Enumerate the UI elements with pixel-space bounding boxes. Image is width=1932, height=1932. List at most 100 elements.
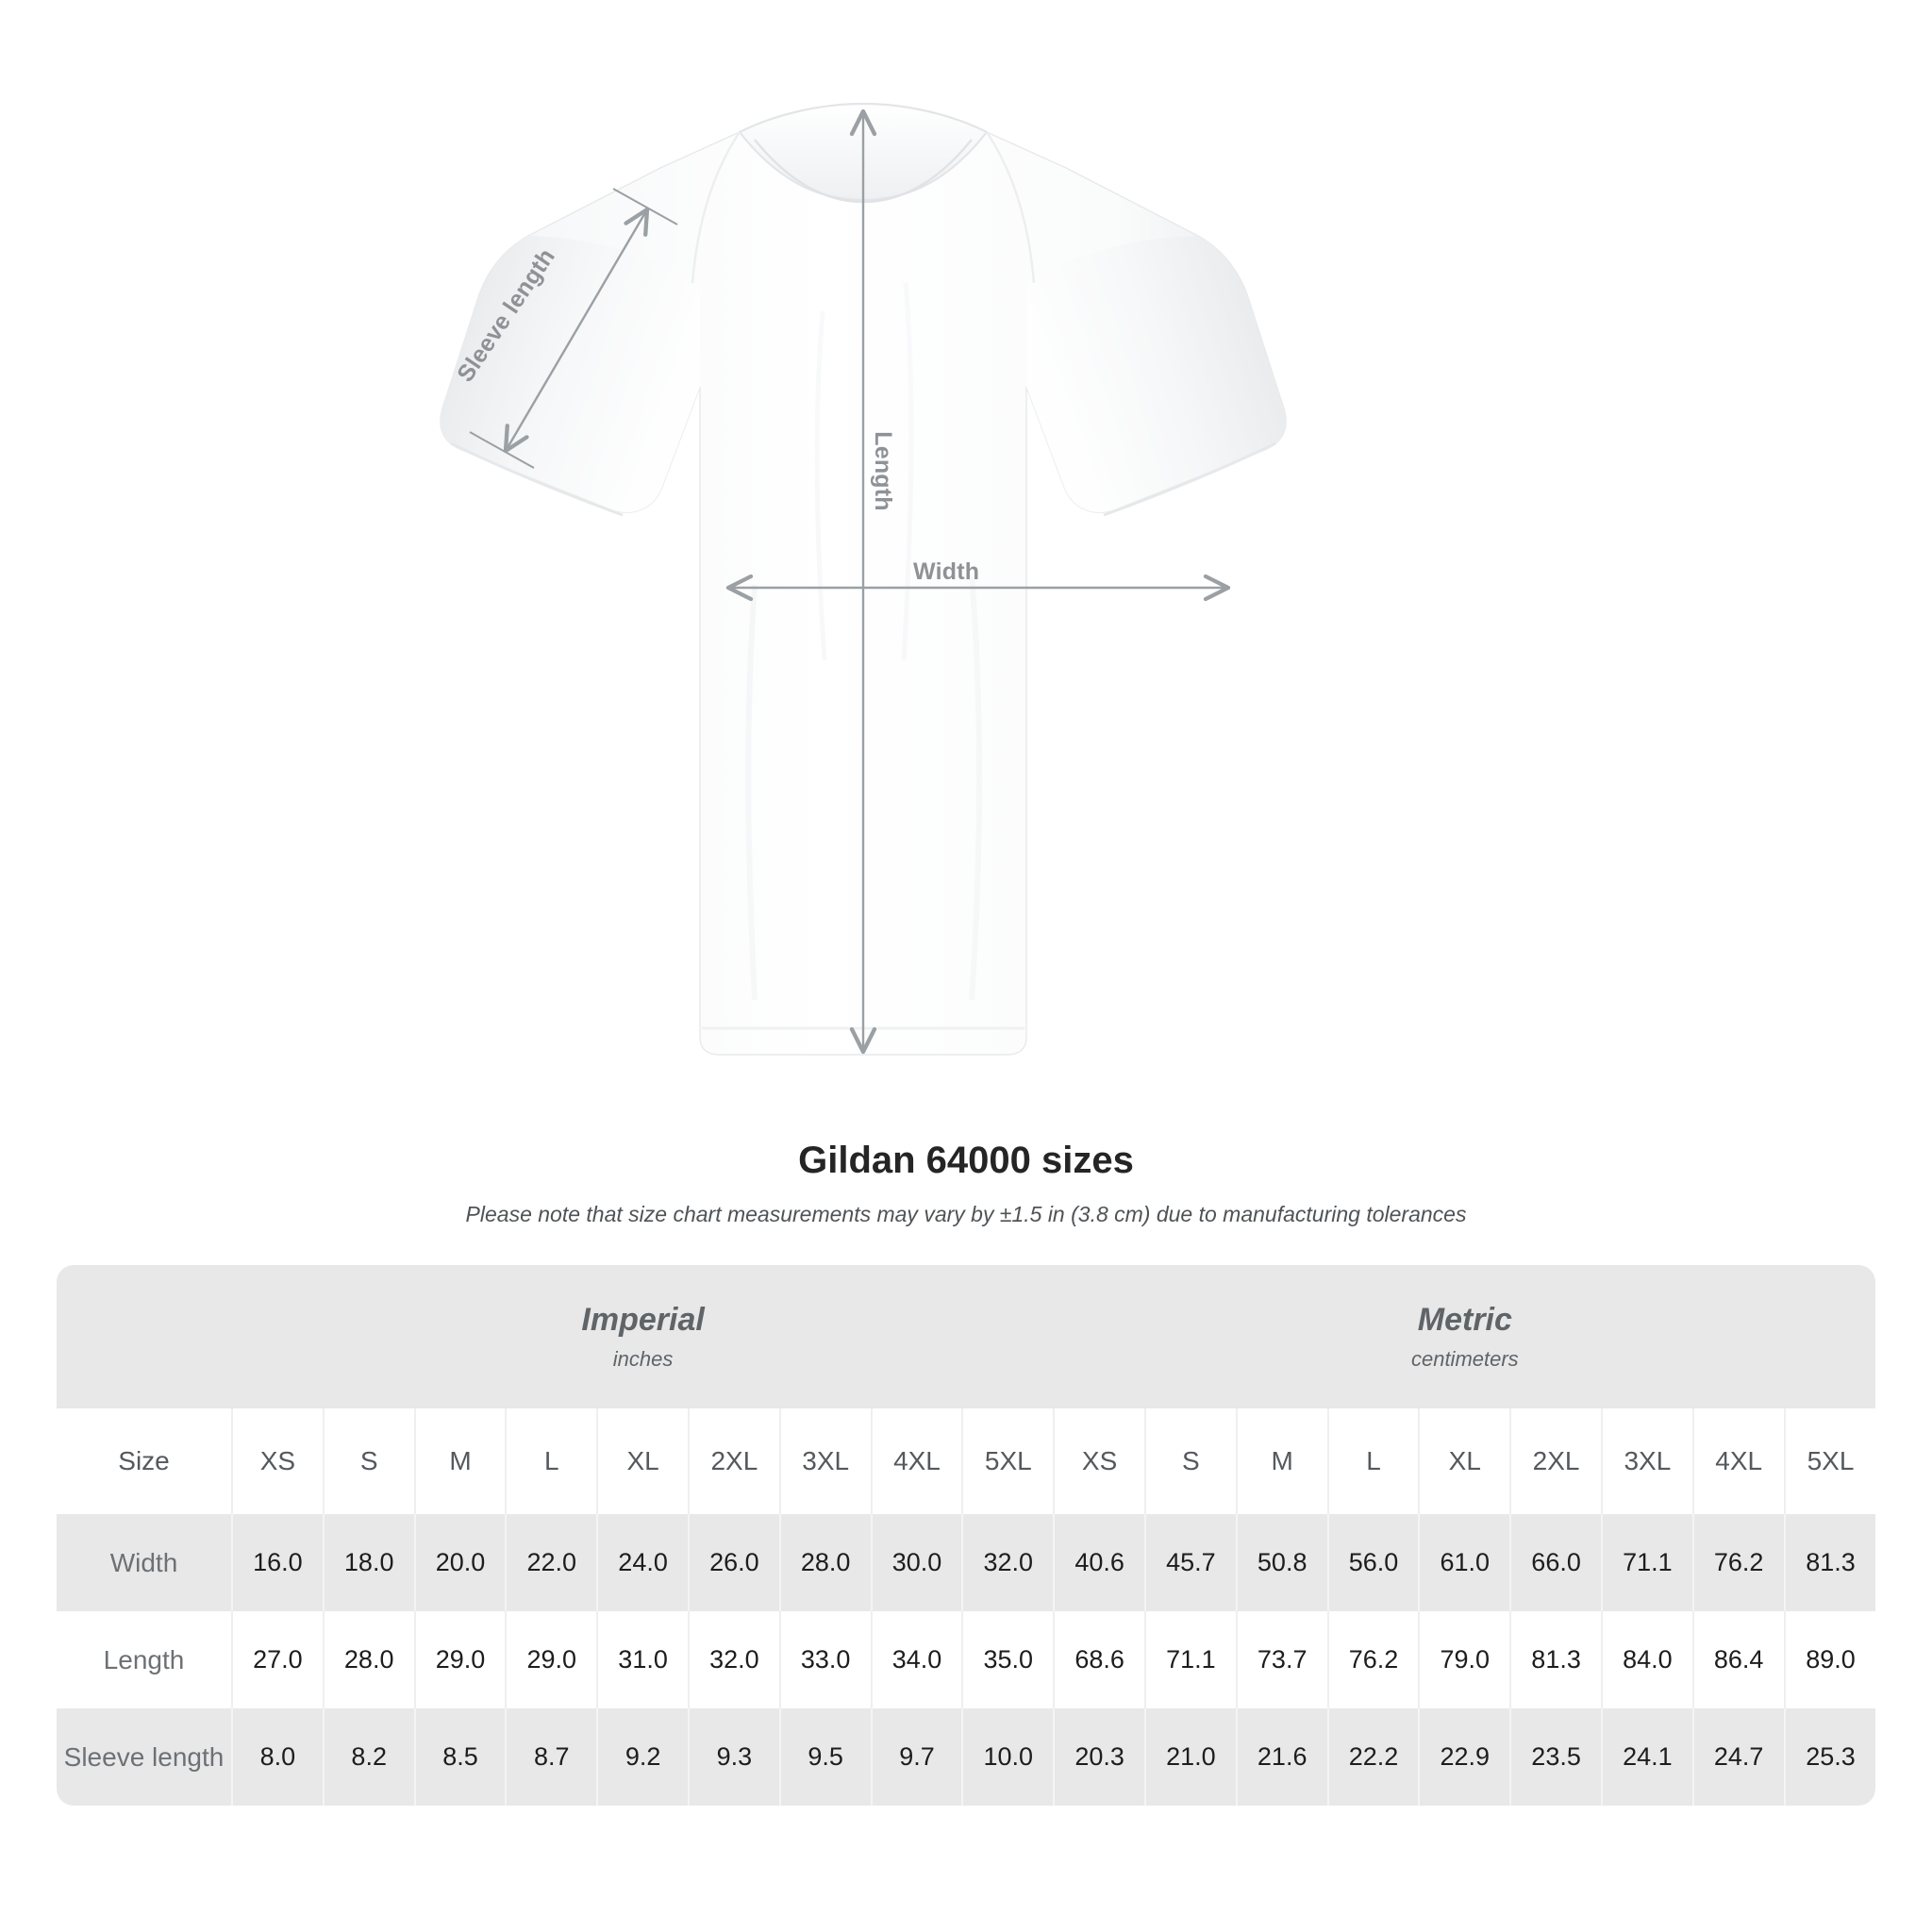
- cell-metric: 21.6: [1235, 1708, 1328, 1806]
- size-header-imperial-xs: XS: [231, 1408, 324, 1514]
- cell-metric: 50.8: [1235, 1514, 1328, 1611]
- cell-metric: 20.3: [1053, 1708, 1145, 1806]
- size-header-imperial-xl: XL: [596, 1408, 689, 1514]
- cell-metric: 68.6: [1053, 1611, 1145, 1708]
- cell-imperial: 9.7: [870, 1708, 963, 1806]
- table-row: Length 27.0 28.0 29.0 29.0 31.0 32.0 33.0 34.0 35…: [57, 1611, 1876, 1708]
- cell-metric: 21.0: [1144, 1708, 1237, 1806]
- fabric-folds: [745, 282, 983, 1001]
- cell-metric: 81.3: [1509, 1611, 1602, 1708]
- cell-metric: 23.5: [1509, 1708, 1602, 1806]
- cell-metric: 25.3: [1783, 1708, 1876, 1806]
- cell-imperial: 28.0: [778, 1514, 872, 1611]
- tolerance-note: Please note that size chart measurements…: [465, 1202, 1467, 1226]
- tshirt-illustration: [440, 102, 1287, 1056]
- size-header-imperial-3xl: 3XL: [778, 1408, 872, 1514]
- cell-metric: 79.0: [1418, 1611, 1511, 1708]
- cell-metric: 61.0: [1418, 1514, 1511, 1611]
- cell-imperial: 31.0: [596, 1611, 689, 1708]
- cell-metric: 76.2: [1326, 1611, 1420, 1708]
- size-header-imperial-5xl: 5XL: [961, 1408, 1055, 1514]
- size-header-metric-5xl: 5XL: [1783, 1408, 1876, 1514]
- right-shoulder-seam: [986, 131, 1036, 284]
- table-row: Sleeve length 8.0 8.2 8.5 8.7 9.2 9.3 9.5 9.7 10.…: [57, 1708, 1876, 1806]
- measurement-guides: [469, 108, 1231, 1055]
- size-header-metric-3xl: 3XL: [1600, 1408, 1693, 1514]
- cell-metric: 22.2: [1326, 1708, 1420, 1806]
- size-header-metric-xs: XS: [1053, 1408, 1145, 1514]
- left-sleeve-hem: [450, 441, 624, 517]
- cell-metric: 56.0: [1326, 1514, 1420, 1611]
- cell-imperial: 32.0: [961, 1514, 1055, 1611]
- cell-imperial: 34.0: [870, 1611, 963, 1708]
- cell-metric: 24.7: [1691, 1708, 1785, 1806]
- size-header-metric-s: S: [1144, 1408, 1237, 1514]
- cell-imperial: 10.0: [961, 1708, 1055, 1806]
- cell-imperial: 28.0: [322, 1611, 415, 1708]
- cell-imperial: 35.0: [961, 1611, 1055, 1708]
- cell-imperial: 9.5: [778, 1708, 872, 1806]
- size-header-imperial-4xl: 4XL: [870, 1408, 963, 1514]
- cell-imperial: 33.0: [778, 1611, 872, 1708]
- cell-imperial: 26.0: [687, 1514, 780, 1611]
- cell-metric: 76.2: [1691, 1514, 1785, 1611]
- cell-metric: 71.1: [1600, 1514, 1693, 1611]
- size-header-imperial-2xl: 2XL: [687, 1408, 780, 1514]
- cell-imperial: 8.7: [505, 1708, 598, 1806]
- size-header-metric-4xl: 4XL: [1691, 1408, 1785, 1514]
- cell-imperial: 16.0: [231, 1514, 324, 1611]
- cell-imperial: 20.0: [413, 1514, 507, 1611]
- cell-imperial: 18.0: [322, 1514, 415, 1611]
- table-corner-blank: [57, 1265, 232, 1408]
- size-header-metric-2xl: 2XL: [1509, 1408, 1602, 1514]
- sleeve-measure-line: [503, 207, 650, 454]
- cell-metric: 40.6: [1053, 1514, 1145, 1611]
- cell-imperial: 9.2: [596, 1708, 689, 1806]
- size-chart-heading: Gildan 64000 sizes Please note that size…: [0, 1137, 1932, 1229]
- cell-imperial: 9.3: [687, 1708, 780, 1806]
- size-header-row: Size XS S M L XL 2XL 3XL 4XL 5XL XS S M L XL 2XL 3XL 4XL 5…: [57, 1408, 1876, 1514]
- cell-metric: 24.1: [1600, 1708, 1693, 1806]
- unit-group-subtitle: centimeters: [1410, 1346, 1519, 1371]
- cell-imperial: 27.0: [231, 1611, 324, 1708]
- cell-metric: 86.4: [1691, 1611, 1785, 1708]
- cell-metric: 84.0: [1600, 1611, 1693, 1708]
- size-table-container: Imperial inches Metric centimeters Size XS S M L…: [57, 1265, 1876, 1806]
- cell-imperial: 24.0: [596, 1514, 689, 1611]
- unit-group-header-imperial: Imperial inches: [232, 1265, 1055, 1408]
- cell-imperial: 22.0: [505, 1514, 598, 1611]
- cell-metric: 22.9: [1418, 1708, 1511, 1806]
- cell-imperial: 32.0: [687, 1611, 780, 1708]
- cell-imperial: 29.0: [505, 1611, 598, 1708]
- cell-metric: 81.3: [1783, 1514, 1876, 1611]
- size-header-metric-xl: XL: [1418, 1408, 1511, 1514]
- cell-imperial: 30.0: [870, 1514, 963, 1611]
- size-column-header: Size: [57, 1408, 232, 1514]
- size-header-imperial-l: L: [505, 1408, 598, 1514]
- unit-group-name: Imperial: [581, 1302, 705, 1339]
- cell-metric: 66.0: [1509, 1514, 1602, 1611]
- cell-metric: 89.0: [1783, 1611, 1876, 1708]
- length-measure-label: Length: [869, 431, 896, 511]
- cell-imperial: 8.2: [322, 1708, 415, 1806]
- product-figure: Sleeve length Length Width: [440, 102, 1287, 1056]
- table-row: Width 16.0 18.0 20.0 22.0 24.0 26.0 28.0 30.0 32.…: [57, 1514, 1876, 1611]
- cell-metric: 73.7: [1235, 1611, 1328, 1708]
- left-shoulder-seam: [691, 131, 741, 284]
- size-header-metric-m: M: [1235, 1408, 1328, 1514]
- page-title: Gildan 64000 sizes: [798, 1140, 1134, 1181]
- size-chart-table: Imperial inches Metric centimeters Size XS S M L…: [57, 1265, 1876, 1806]
- sleeve-tick-bottom: [469, 431, 535, 469]
- right-sleeve-hem: [1103, 441, 1276, 517]
- unit-group-header-metric: Metric centimeters: [1054, 1265, 1876, 1408]
- size-header-imperial-s: S: [322, 1408, 415, 1514]
- cell-imperial: 8.5: [413, 1708, 507, 1806]
- row-label-width: Width: [57, 1514, 232, 1611]
- size-header-imperial-m: M: [413, 1408, 507, 1514]
- row-label-sleeve-length: Sleeve length: [57, 1708, 232, 1806]
- tshirt-right-sleeve-shade: [1026, 236, 1287, 513]
- sleeve-tick-top: [612, 188, 678, 225]
- cell-imperial: 29.0: [413, 1611, 507, 1708]
- width-measure-label: Width: [913, 558, 980, 585]
- cell-imperial: 8.0: [231, 1708, 324, 1806]
